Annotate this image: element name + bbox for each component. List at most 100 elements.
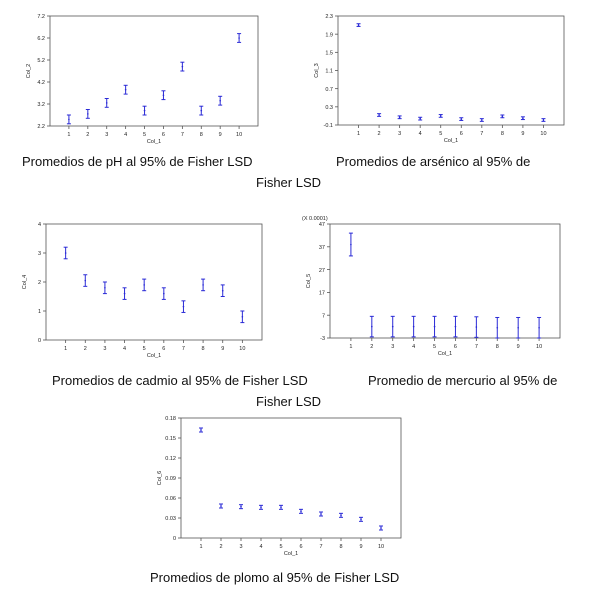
- x-tick-label: 5: [433, 344, 436, 350]
- mean-point: [87, 113, 89, 115]
- mean-point: [412, 325, 415, 328]
- mean-point: [68, 118, 70, 121]
- x-tick-label: 7: [182, 346, 185, 352]
- mean-point: [433, 325, 436, 328]
- error-bar: [63, 246, 68, 260]
- mean-point: [481, 119, 483, 121]
- error-bar: [418, 116, 423, 121]
- x-tick-label: 2: [84, 346, 87, 352]
- error-bar: [218, 95, 223, 106]
- mean-point: [378, 114, 380, 116]
- error-bar: [142, 278, 147, 292]
- x-axis-label: Col_1: [147, 139, 161, 145]
- x-tick-label: 5: [279, 544, 282, 550]
- mean-point: [143, 109, 146, 112]
- mean-point: [219, 99, 221, 102]
- caption-cadmio: Promedios de cadmio al 95% de Fisher LSD: [52, 373, 308, 388]
- mean-point: [220, 505, 222, 507]
- mean-point: [496, 326, 499, 329]
- x-tick-label: 9: [359, 544, 362, 550]
- error-bar: [319, 511, 323, 517]
- mean-point: [260, 506, 262, 509]
- y-tick-label: 17: [319, 291, 325, 297]
- y-tick-label: 0: [38, 338, 41, 344]
- mean-point: [398, 116, 401, 119]
- x-tick-label: 6: [299, 544, 302, 550]
- error-bar: [237, 33, 242, 43]
- x-tick-label: 5: [143, 132, 146, 138]
- x-tick-label: 7: [475, 344, 478, 350]
- mean-point: [241, 316, 244, 318]
- x-tick-label: 6: [162, 132, 165, 138]
- mean-point: [200, 429, 202, 431]
- error-bar: [520, 116, 525, 121]
- x-axis-label: Col_1: [147, 353, 161, 359]
- error-bar: [377, 113, 382, 117]
- x-tick-label: 7: [181, 132, 184, 138]
- chart-arsenico: -0.1 0.3 0.7 1.1 1.5 1.9 2.3 1 2 3 4 5 6 7 8 9 10 Col_1 Co…: [300, 8, 575, 150]
- mean-point: [300, 510, 302, 513]
- error-bar: [259, 504, 263, 510]
- mean-point: [280, 506, 282, 509]
- error-bar: [123, 84, 128, 95]
- error-bar: [201, 278, 206, 292]
- mean-point: [391, 325, 394, 328]
- chart-plomo: 0 0.03 0.06 0.09 0.12 0.15 0.18 1 2 3 4 5 6 7 8 9 10 Col_…: [145, 410, 413, 562]
- error-bar: [104, 98, 109, 108]
- mean-point: [84, 279, 87, 282]
- mean-point: [522, 117, 524, 119]
- mean-point: [104, 287, 106, 289]
- y-tick-label: 0.06: [165, 496, 176, 502]
- error-bar: [541, 118, 546, 122]
- x-tick-label: 1: [349, 344, 352, 350]
- y-tick-label: -0.1: [324, 123, 333, 129]
- x-tick-label: 4: [123, 346, 126, 352]
- plot-frame: [49, 15, 259, 127]
- plot-frame: [329, 223, 561, 339]
- error-bar: [219, 503, 223, 509]
- error-bar: [66, 114, 71, 125]
- x-tick-label: 5: [439, 131, 442, 137]
- error-bar: [161, 90, 166, 101]
- chart-svg: 0 0.03 0.06 0.09 0.12 0.15 0.18 1 2 3 4 5 6 7 8 9 10 Col_…: [157, 416, 402, 557]
- x-axis-label: Col_1: [284, 551, 298, 557]
- y-tick-label: -3: [320, 336, 325, 342]
- x-tick-label: 2: [370, 344, 373, 350]
- mean-point: [238, 37, 240, 39]
- y-tick-label: 1.1: [325, 69, 333, 75]
- x-tick-label: 9: [521, 131, 524, 137]
- x-tick-label: 3: [391, 344, 394, 350]
- caption-fisher-lsd-2: Fisher LSD: [256, 394, 322, 409]
- x-tick-label: 3: [398, 131, 401, 137]
- plot-frame: [180, 417, 402, 539]
- error-bar: [299, 508, 303, 514]
- x-axis-label: Col_1: [444, 138, 458, 144]
- mean-point: [501, 115, 504, 118]
- error-bar: [339, 512, 343, 518]
- x-tick-label: 2: [219, 544, 222, 550]
- y-tick-label: 47: [319, 222, 325, 228]
- x-tick-label: 6: [454, 344, 457, 350]
- caption-fisher-lsd-1: Fisher LSD: [256, 175, 322, 190]
- error-bar: [411, 315, 416, 338]
- y-tick-label: 0.7: [325, 87, 333, 93]
- mean-point: [371, 325, 373, 328]
- error-bar: [474, 316, 479, 338]
- x-tick-label: 2: [378, 131, 381, 137]
- error-bar: [122, 287, 127, 300]
- mean-point: [240, 505, 242, 508]
- y-tick-label: 37: [319, 245, 325, 251]
- mean-point: [163, 292, 165, 295]
- mean-point: [124, 88, 127, 91]
- y-tick-label: 2: [38, 280, 41, 286]
- mean-point: [439, 115, 442, 117]
- chart-mercurio: -3 7 17 27 37 47 1 2 3 4 5 6 7 8 9 10 Col_1 Col_5 (X 0.000…: [288, 210, 576, 370]
- caption-mercurio: Promedio de mercurio al 95% de: [368, 373, 558, 388]
- mean-point: [202, 284, 204, 286]
- x-tick-label: 4: [412, 344, 415, 350]
- x-tick-label: 10: [239, 346, 245, 352]
- error-bar: [348, 232, 353, 257]
- error-bar: [495, 316, 500, 339]
- caption-ph: Promedios de pH al 95% de Fisher LSD: [22, 154, 253, 169]
- x-tick-label: 3: [105, 132, 108, 138]
